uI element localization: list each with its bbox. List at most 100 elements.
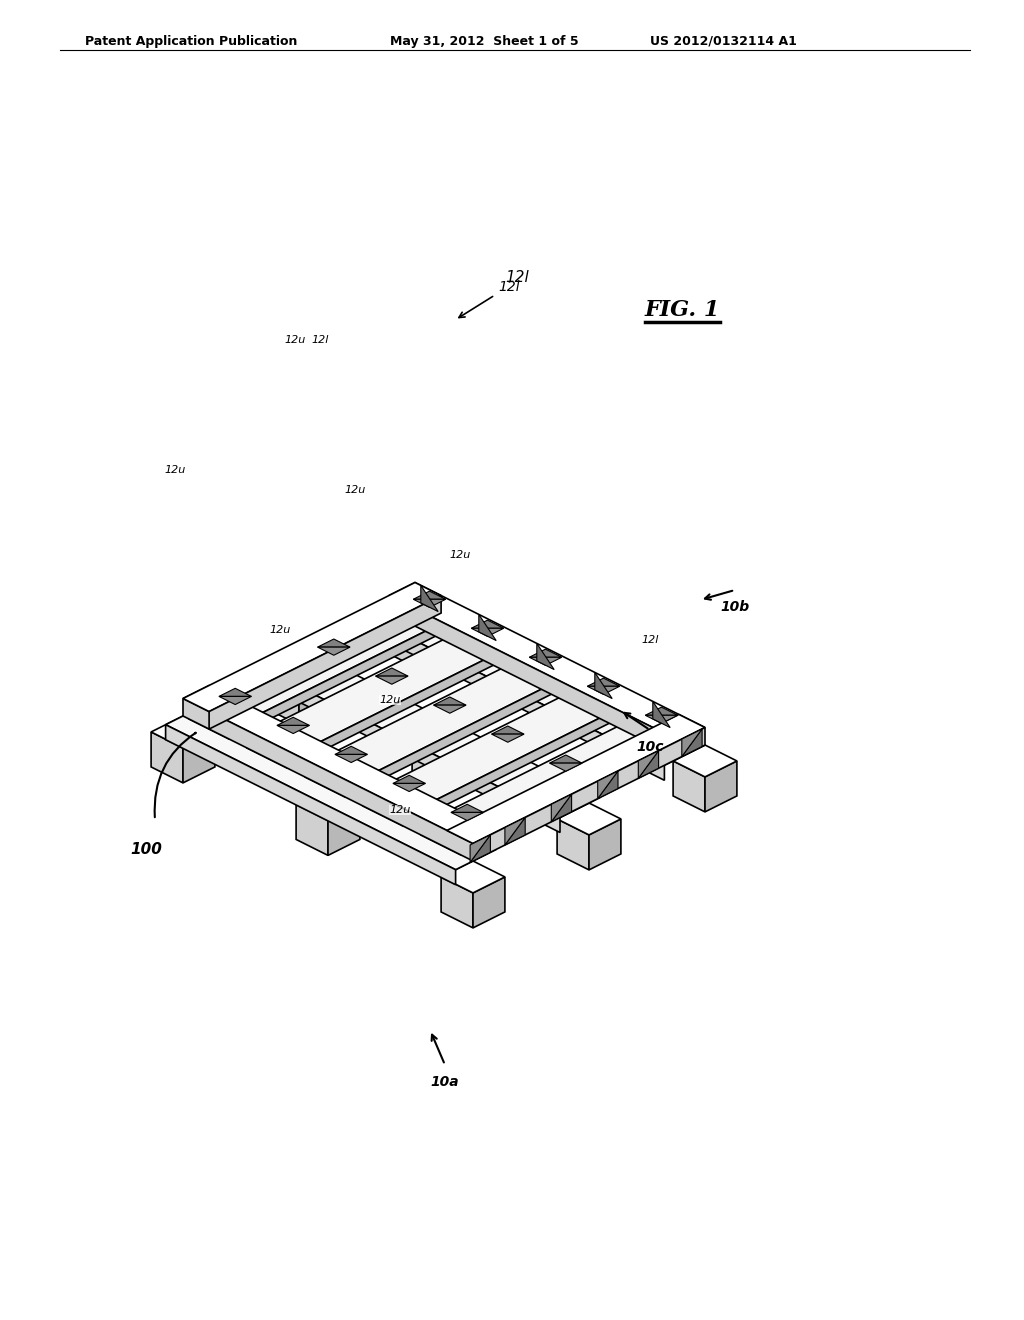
- Text: 10c: 10c: [636, 741, 664, 754]
- Polygon shape: [673, 744, 737, 777]
- Polygon shape: [587, 686, 620, 694]
- Polygon shape: [471, 620, 504, 628]
- Polygon shape: [653, 701, 670, 727]
- Polygon shape: [451, 804, 483, 812]
- Text: 10b: 10b: [721, 601, 750, 614]
- Polygon shape: [183, 733, 215, 783]
- Polygon shape: [441, 876, 473, 928]
- Polygon shape: [317, 647, 350, 655]
- Polygon shape: [247, 622, 519, 758]
- Polygon shape: [383, 601, 446, 632]
- Polygon shape: [335, 746, 368, 755]
- Polygon shape: [152, 733, 183, 783]
- Polygon shape: [412, 746, 444, 797]
- Polygon shape: [362, 680, 636, 816]
- Polygon shape: [183, 698, 473, 861]
- Polygon shape: [433, 705, 466, 713]
- Polygon shape: [412, 730, 476, 763]
- Text: 12u: 12u: [285, 335, 305, 345]
- Polygon shape: [393, 784, 425, 792]
- Polygon shape: [421, 709, 693, 845]
- Polygon shape: [375, 601, 705, 766]
- Polygon shape: [560, 689, 592, 739]
- Polygon shape: [166, 725, 456, 884]
- Polygon shape: [288, 643, 519, 768]
- Polygon shape: [383, 616, 415, 667]
- Polygon shape: [389, 595, 679, 758]
- Text: 12l: 12l: [498, 280, 519, 294]
- Polygon shape: [219, 697, 252, 705]
- Polygon shape: [446, 714, 705, 843]
- Polygon shape: [414, 591, 445, 599]
- Polygon shape: [705, 760, 737, 812]
- Polygon shape: [551, 795, 571, 822]
- Polygon shape: [433, 697, 466, 705]
- Polygon shape: [270, 672, 560, 833]
- Polygon shape: [587, 678, 620, 686]
- Polygon shape: [550, 763, 582, 771]
- Polygon shape: [376, 676, 408, 684]
- Polygon shape: [473, 727, 705, 861]
- Polygon shape: [305, 767, 345, 797]
- Polygon shape: [183, 582, 441, 711]
- Text: 12u: 12u: [379, 696, 400, 705]
- Polygon shape: [296, 804, 328, 855]
- Text: 12u: 12u: [450, 550, 471, 560]
- Polygon shape: [299, 675, 331, 725]
- Polygon shape: [471, 628, 504, 636]
- Polygon shape: [209, 595, 441, 729]
- Polygon shape: [389, 582, 705, 741]
- Polygon shape: [267, 675, 299, 725]
- Polygon shape: [557, 803, 621, 836]
- Polygon shape: [219, 688, 252, 697]
- Polygon shape: [403, 700, 636, 826]
- Polygon shape: [557, 818, 589, 870]
- Polygon shape: [682, 729, 702, 756]
- Polygon shape: [645, 708, 678, 715]
- Polygon shape: [393, 775, 425, 784]
- Text: 12u: 12u: [269, 624, 291, 635]
- Polygon shape: [441, 861, 505, 892]
- Polygon shape: [276, 726, 309, 734]
- Polygon shape: [645, 715, 678, 723]
- Polygon shape: [414, 599, 445, 607]
- Polygon shape: [229, 614, 462, 739]
- Polygon shape: [317, 639, 350, 647]
- Polygon shape: [451, 812, 483, 821]
- Polygon shape: [276, 717, 309, 726]
- Polygon shape: [528, 672, 592, 705]
- Polygon shape: [183, 685, 499, 843]
- Polygon shape: [421, 585, 438, 611]
- Polygon shape: [505, 817, 525, 845]
- Polygon shape: [550, 755, 582, 763]
- Polygon shape: [444, 746, 476, 797]
- Polygon shape: [505, 817, 525, 845]
- Polygon shape: [529, 657, 562, 665]
- Polygon shape: [421, 825, 462, 855]
- Polygon shape: [470, 834, 490, 862]
- Polygon shape: [598, 771, 618, 799]
- Polygon shape: [598, 771, 618, 799]
- Text: 12l: 12l: [641, 635, 658, 645]
- Polygon shape: [638, 751, 658, 779]
- Polygon shape: [528, 689, 560, 739]
- Polygon shape: [305, 651, 578, 787]
- Polygon shape: [328, 804, 359, 855]
- Polygon shape: [345, 671, 578, 797]
- Polygon shape: [296, 788, 359, 821]
- Text: US 2012/0132114 A1: US 2012/0132114 A1: [650, 36, 797, 48]
- Polygon shape: [335, 755, 368, 763]
- Polygon shape: [479, 614, 497, 640]
- Polygon shape: [473, 876, 505, 928]
- Polygon shape: [270, 652, 601, 817]
- Polygon shape: [375, 620, 665, 780]
- Text: 100: 100: [130, 842, 162, 858]
- Polygon shape: [188, 709, 229, 739]
- Polygon shape: [152, 715, 215, 748]
- Text: 12u: 12u: [165, 465, 185, 475]
- Text: May 31, 2012  Sheet 1 of 5: May 31, 2012 Sheet 1 of 5: [390, 36, 579, 48]
- Polygon shape: [267, 657, 331, 690]
- Polygon shape: [492, 734, 524, 742]
- Polygon shape: [415, 616, 446, 667]
- Polygon shape: [682, 729, 702, 756]
